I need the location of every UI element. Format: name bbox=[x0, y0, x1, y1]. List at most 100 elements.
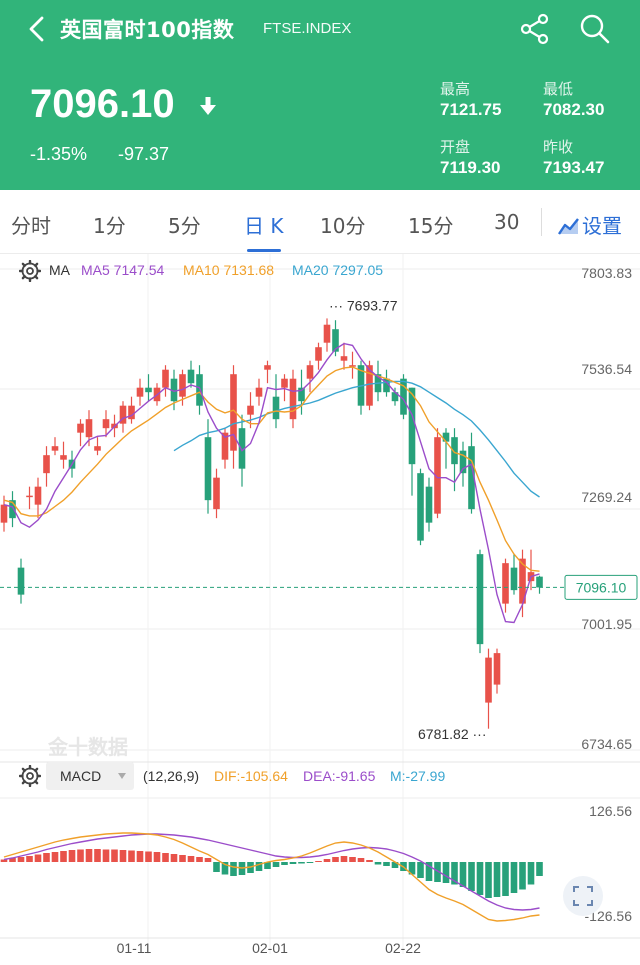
candle-body bbox=[221, 432, 229, 460]
page-title: 英国富时100指数 bbox=[60, 18, 235, 42]
candle-body bbox=[306, 365, 314, 379]
candle-body bbox=[340, 356, 348, 361]
macd-histogram-bar bbox=[136, 851, 144, 862]
chart-settings-button[interactable]: 设置 bbox=[558, 210, 622, 239]
tab-daily-k[interactable]: 日 K bbox=[244, 214, 284, 238]
macd-histogram-bar bbox=[9, 858, 16, 862]
candle-body bbox=[17, 567, 25, 595]
period-tabs: 分时 1分 5分 日 K 10分 15分 30 设置 bbox=[0, 190, 640, 254]
macd-histogram-bar bbox=[391, 862, 399, 868]
macd-settings-icon[interactable] bbox=[19, 765, 41, 787]
kline-chart-area[interactable]: 金十数据 7096.10 7803.83 7536.54 7269.24 7001.95… bbox=[0, 254, 640, 965]
expand-icon bbox=[573, 886, 593, 906]
macd-histogram-bar bbox=[153, 852, 161, 862]
macd-histogram-bar bbox=[77, 849, 84, 862]
macd-histogram-bar bbox=[425, 862, 433, 881]
tab-intraday[interactable]: 分时 bbox=[11, 214, 51, 238]
settings-label: 设置 bbox=[582, 214, 622, 238]
macd-histogram-bar bbox=[536, 862, 543, 876]
macd-histogram-bar bbox=[230, 862, 237, 876]
candle-body bbox=[187, 369, 195, 384]
min-price-label: 6781.82 ··· bbox=[418, 726, 486, 742]
ma-label: MA bbox=[49, 262, 70, 278]
macd-histogram-bar bbox=[519, 862, 526, 890]
macd-histogram-bar bbox=[374, 862, 382, 865]
stat-label-low: 最低 bbox=[543, 80, 574, 98]
candle-body bbox=[281, 378, 288, 388]
candle-body bbox=[332, 329, 339, 352]
macd-histogram-bar bbox=[306, 862, 314, 863]
macd-dif: DIF:-105.64 bbox=[214, 768, 288, 784]
candle-body bbox=[264, 365, 271, 370]
candle-body bbox=[485, 657, 492, 703]
tab-divider bbox=[541, 208, 542, 236]
candle-body bbox=[519, 558, 526, 604]
macd-histogram-bar bbox=[34, 854, 42, 862]
candle-body bbox=[255, 387, 263, 397]
last-price: 7096.10 bbox=[30, 82, 175, 126]
macd-histogram-bar bbox=[0, 859, 8, 862]
macd-histogram-bar bbox=[332, 857, 339, 862]
search-icon[interactable] bbox=[578, 12, 612, 46]
candle-body bbox=[298, 387, 305, 402]
fullscreen-button[interactable] bbox=[563, 876, 603, 916]
candle-body bbox=[60, 455, 67, 460]
candle-body bbox=[442, 432, 450, 442]
macd-histogram-bar bbox=[527, 862, 535, 885]
macd-histogram-bar bbox=[43, 853, 50, 862]
candle-body bbox=[9, 500, 16, 519]
candle-body bbox=[230, 374, 237, 451]
stat-label-open: 开盘 bbox=[440, 138, 471, 156]
price-axis-label: 7269.24 bbox=[581, 489, 632, 505]
tab-5min[interactable]: 5分 bbox=[168, 214, 201, 238]
macd-histogram-bar bbox=[170, 854, 178, 862]
candle-body bbox=[102, 419, 110, 429]
macd-histogram-bar bbox=[68, 850, 76, 862]
active-tab-indicator bbox=[247, 249, 281, 252]
macd-histogram-bar bbox=[255, 862, 263, 871]
candle-body bbox=[136, 387, 144, 397]
candle-body bbox=[536, 576, 543, 588]
ma-settings-icon[interactable] bbox=[19, 260, 41, 282]
macd-histogram-bar bbox=[323, 859, 331, 862]
back-icon[interactable] bbox=[22, 14, 52, 44]
price-axis-label: 6734.65 bbox=[581, 736, 632, 752]
tab-30min[interactable]: 30 bbox=[494, 210, 520, 234]
change-percent: -1.35% bbox=[30, 144, 88, 164]
ma20-line bbox=[173, 380, 540, 498]
candle-body bbox=[451, 437, 458, 465]
macd-histogram-bar bbox=[357, 858, 365, 862]
date-axis-label: 02-22 bbox=[385, 940, 421, 956]
candle-body bbox=[272, 396, 280, 420]
macd-histogram-bar bbox=[187, 856, 195, 862]
candle-body bbox=[349, 365, 356, 367]
ma10-line bbox=[3, 366, 540, 572]
price-axis-label: 7001.95 bbox=[581, 616, 632, 632]
macd-histogram-bar bbox=[119, 850, 127, 862]
candle-body bbox=[383, 378, 390, 393]
macd-dea: DEA:-91.65 bbox=[303, 768, 376, 784]
macd-histogram-bar bbox=[459, 862, 467, 887]
macd-histogram-bar bbox=[298, 862, 305, 864]
share-icon[interactable] bbox=[518, 12, 552, 46]
candlestick-chart[interactable]: 金十数据 7096.10 7803.83 7536.54 7269.24 7001.95… bbox=[0, 254, 640, 965]
indicator-select-value: MACD bbox=[60, 768, 102, 784]
tab-10min[interactable]: 10分 bbox=[320, 214, 366, 238]
tab-15min[interactable]: 15分 bbox=[408, 214, 454, 238]
macd-histogram-bar bbox=[60, 851, 67, 862]
candle-body bbox=[162, 369, 169, 388]
candle-body bbox=[94, 446, 101, 451]
candle-body bbox=[213, 477, 220, 510]
macd-histogram-bar bbox=[340, 856, 348, 862]
stat-label-high: 最高 bbox=[440, 80, 471, 98]
macd-histogram-bar bbox=[26, 856, 33, 862]
watermark: 金十数据 bbox=[47, 735, 128, 759]
macd-histogram-bar bbox=[485, 862, 492, 898]
candle-body bbox=[434, 437, 441, 514]
candle-body bbox=[400, 378, 407, 415]
dea-line bbox=[3, 833, 540, 911]
indicator-select[interactable]: MACD bbox=[46, 762, 134, 790]
macd-histogram-bar bbox=[417, 862, 424, 878]
macd-axis-label-bottom: -126.56 bbox=[585, 908, 633, 924]
tab-1min[interactable]: 1分 bbox=[93, 214, 126, 238]
